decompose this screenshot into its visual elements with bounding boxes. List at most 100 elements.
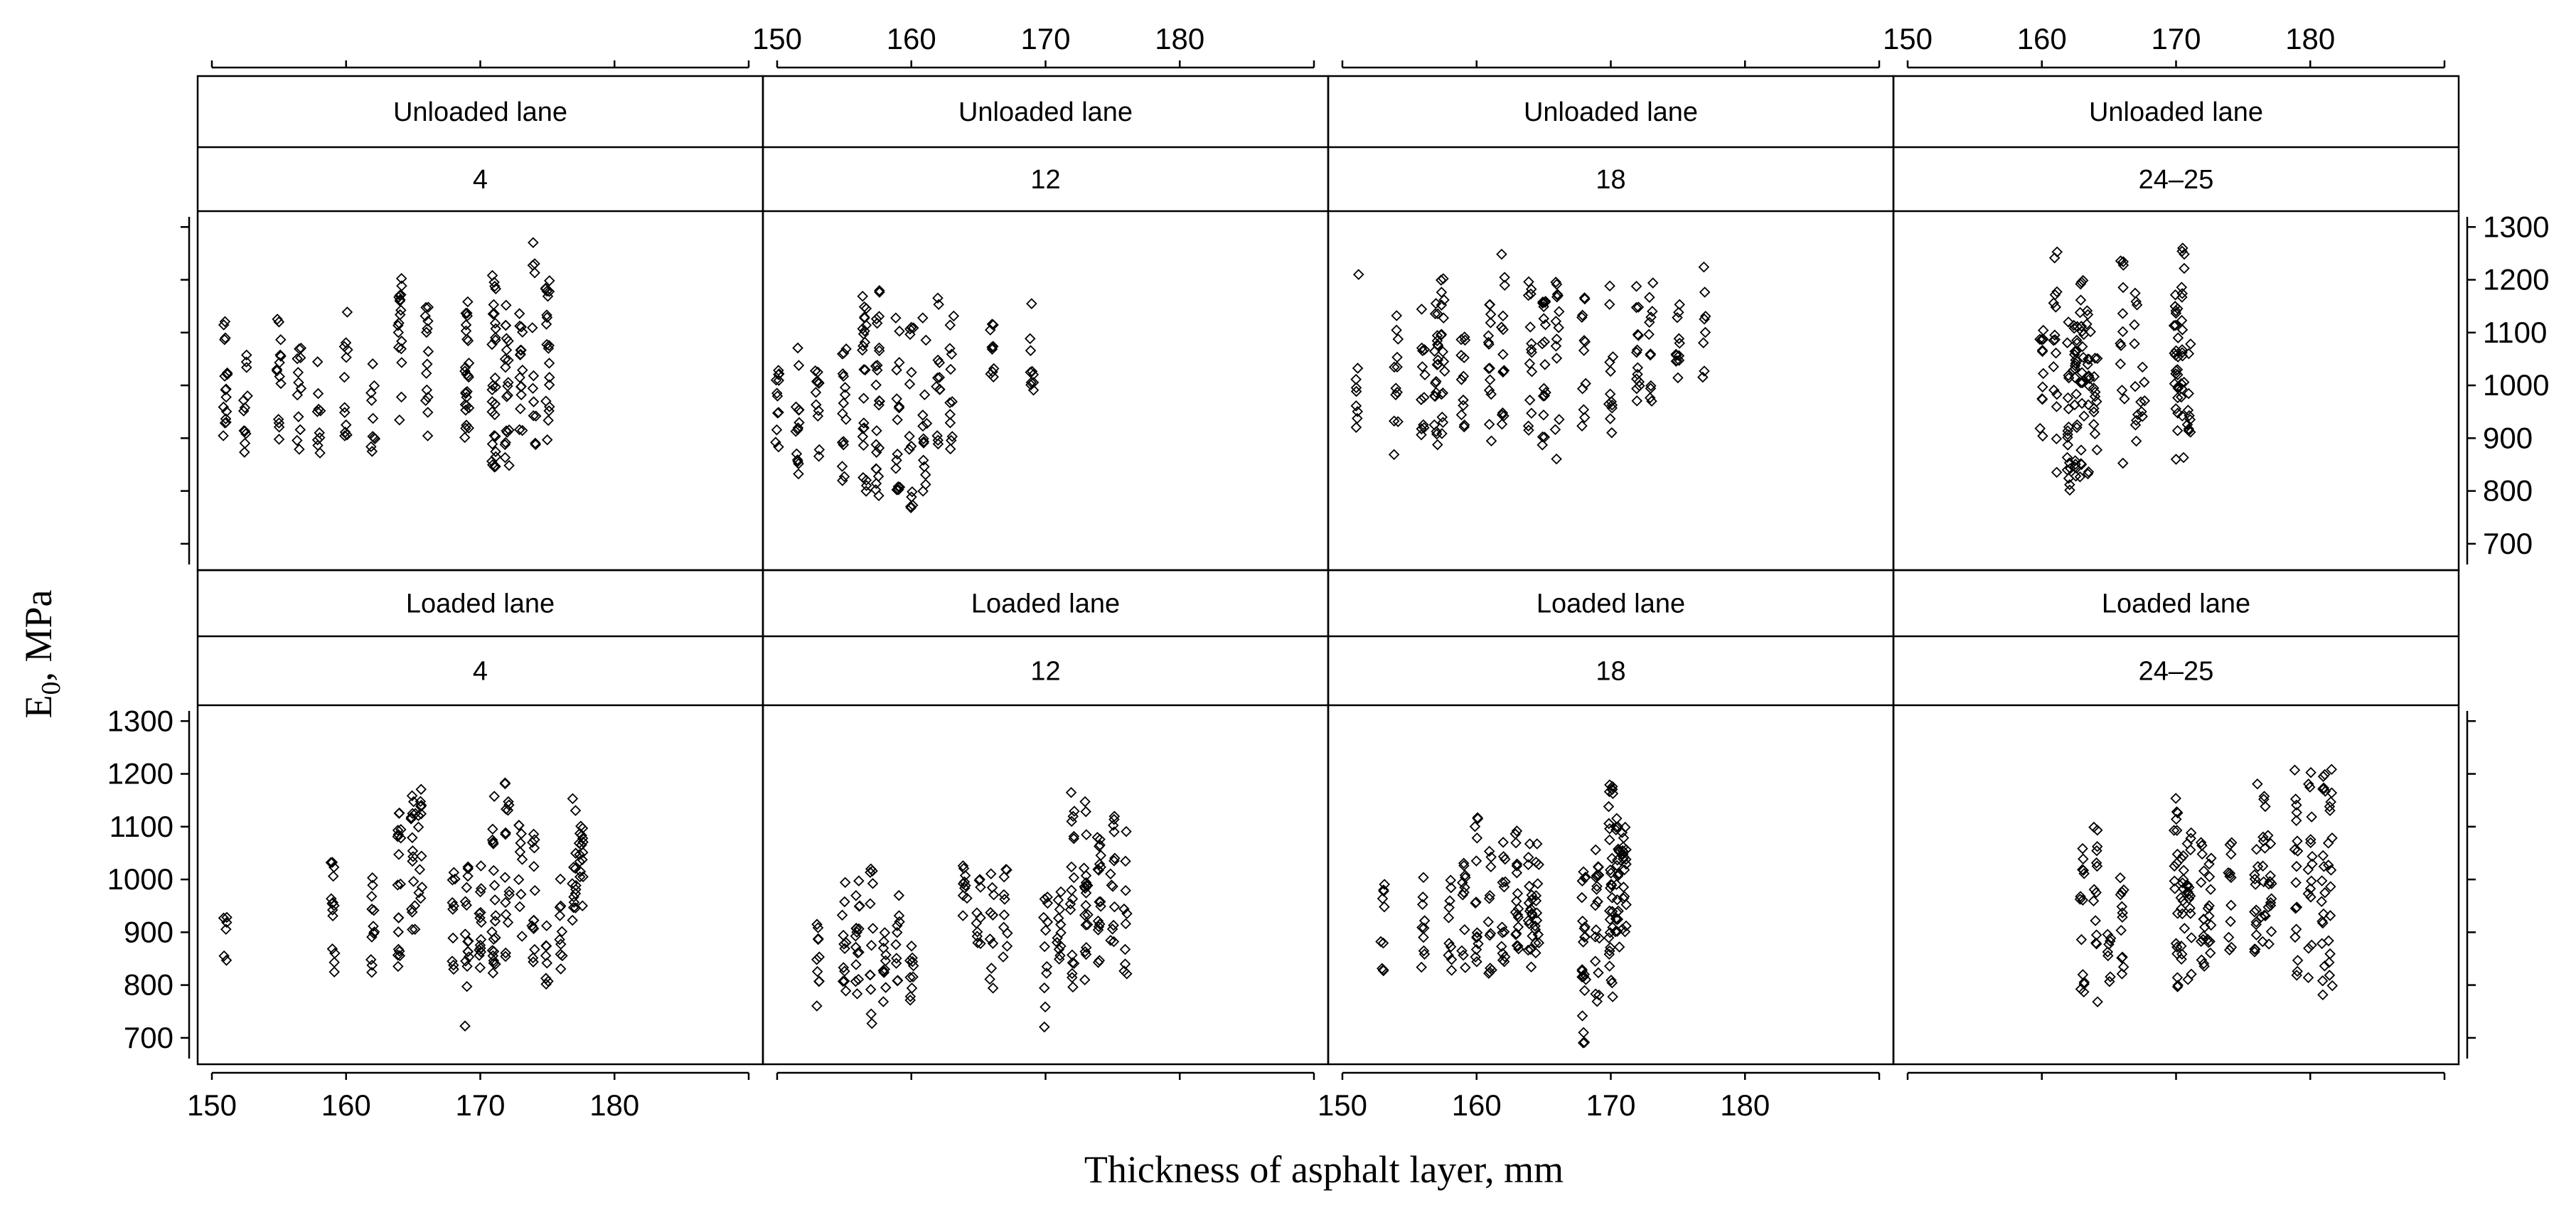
data-point	[2117, 282, 2129, 294]
data-point	[2051, 401, 2063, 412]
data-point	[873, 442, 885, 454]
data-point	[893, 483, 904, 496]
data-point	[501, 344, 513, 356]
data-point	[906, 491, 917, 503]
data-point	[873, 345, 885, 357]
data-point	[948, 310, 960, 322]
data-point	[1578, 985, 1591, 997]
data-point	[1603, 801, 1615, 813]
data-point	[2185, 908, 2196, 919]
data-point	[1606, 977, 1618, 989]
data-point	[2070, 470, 2082, 482]
data-point	[893, 402, 905, 414]
data-point	[487, 967, 499, 979]
data-point	[1604, 413, 1616, 424]
data-point	[1630, 280, 1642, 292]
data-point	[1604, 945, 1615, 957]
data-point	[2263, 938, 2275, 950]
data-point	[892, 414, 903, 426]
data-point	[2049, 329, 2061, 341]
data-point	[2265, 896, 2277, 909]
data-point	[273, 316, 285, 328]
data-point	[2172, 392, 2184, 404]
data-point	[1025, 377, 1037, 388]
data-point	[486, 834, 498, 846]
data-point	[2324, 805, 2336, 816]
data-point	[892, 920, 903, 931]
data-point	[367, 872, 378, 884]
data-point	[490, 446, 501, 458]
data-point	[422, 301, 434, 313]
data-point	[1418, 945, 1430, 957]
data-point	[2117, 308, 2129, 319]
data-point	[2139, 376, 2150, 388]
data-point	[2062, 439, 2074, 451]
data-point	[773, 441, 784, 453]
data-point	[529, 267, 540, 279]
data-point	[1510, 928, 1522, 939]
data-point	[1611, 813, 1623, 824]
data-point	[2306, 939, 2317, 951]
data-point	[2061, 337, 2073, 348]
data-point	[2083, 371, 2095, 383]
data-point	[2130, 435, 2142, 447]
data-point	[2075, 444, 2087, 456]
data-point	[2203, 871, 2216, 883]
data-point	[2171, 981, 2184, 992]
data-point	[513, 308, 525, 319]
data-point	[294, 352, 306, 363]
data-point	[975, 912, 986, 923]
data-point	[1418, 922, 1430, 934]
data-point	[986, 882, 998, 894]
data-point	[2316, 975, 2329, 987]
data-point	[568, 896, 580, 908]
data-point	[1592, 896, 1603, 907]
data-point	[857, 392, 870, 404]
data-point	[543, 275, 555, 287]
data-point	[2176, 391, 2187, 403]
data-point	[570, 884, 582, 895]
data-point	[544, 372, 555, 383]
data-point	[500, 319, 512, 331]
data-point	[1605, 974, 1617, 986]
data-point	[1590, 844, 1602, 856]
data-point	[893, 401, 905, 412]
data-point	[516, 424, 528, 437]
data-point	[530, 410, 542, 422]
data-point	[490, 958, 501, 970]
data-point	[487, 950, 499, 962]
panel-points	[2034, 242, 2196, 496]
data-point	[1579, 931, 1591, 943]
data-point	[415, 783, 427, 796]
data-point	[1483, 968, 1495, 979]
data-point	[2325, 796, 2336, 808]
data-point	[475, 933, 487, 946]
data-point	[1604, 823, 1615, 835]
data-point	[1576, 1010, 1588, 1022]
data-point	[543, 414, 554, 427]
data-point	[1416, 394, 1427, 405]
data-point	[2302, 888, 2314, 899]
data-point	[865, 1008, 877, 1020]
data-point	[932, 354, 944, 366]
data-point	[1509, 906, 1522, 919]
data-point	[1605, 396, 1618, 407]
data-point	[2092, 824, 2103, 836]
data-point	[771, 424, 783, 436]
data-point	[998, 889, 1010, 901]
data-point	[2203, 858, 2215, 870]
data-point	[850, 941, 862, 953]
data-point	[2306, 811, 2317, 823]
data-point	[2117, 326, 2129, 338]
data-point	[459, 432, 471, 444]
data-point	[327, 870, 339, 882]
data-point	[1484, 374, 1496, 386]
data-point	[489, 894, 501, 906]
data-point	[2064, 478, 2075, 491]
data-point	[503, 886, 515, 897]
data-point	[1604, 299, 1615, 310]
data-point	[792, 422, 804, 434]
data-point	[904, 995, 916, 1006]
data-point	[2070, 388, 2082, 400]
data-point	[2129, 319, 2140, 331]
